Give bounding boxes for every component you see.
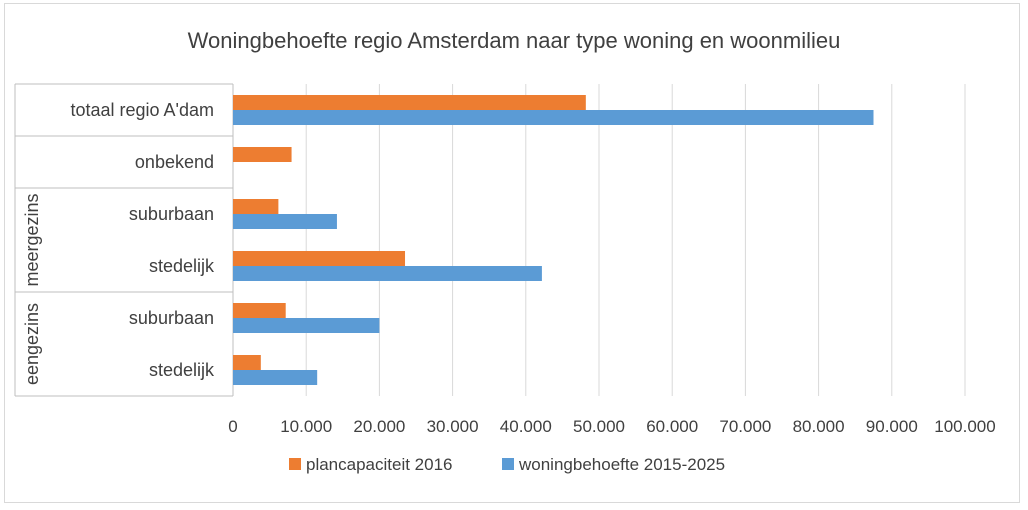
bar-woningbehoefte xyxy=(233,214,337,229)
category-label: suburbaan xyxy=(129,204,214,224)
bar-plancapaciteit xyxy=(233,355,261,370)
x-tick-label: 0 xyxy=(228,417,237,436)
gridlines xyxy=(232,84,966,396)
x-tick-label: 60.000 xyxy=(646,417,698,436)
bar-plancapaciteit xyxy=(233,95,586,110)
category-label: stedelijk xyxy=(149,256,215,276)
legend-swatch xyxy=(502,458,514,470)
category-label: stedelijk xyxy=(149,360,215,380)
category-label: suburbaan xyxy=(129,308,214,328)
legend-label: plancapaciteit 2016 xyxy=(306,455,453,474)
x-tick-label: 10.000 xyxy=(280,417,332,436)
chart-title: Woningbehoefte regio Amsterdam naar type… xyxy=(188,28,841,53)
x-tick-label: 30.000 xyxy=(427,417,479,436)
bar-plancapaciteit xyxy=(233,199,279,214)
chart-frame xyxy=(4,3,1020,503)
x-tick-label: 70.000 xyxy=(719,417,771,436)
bar-plancapaciteit xyxy=(233,303,286,318)
bar-woningbehoefte xyxy=(233,110,874,125)
bar-woningbehoefte xyxy=(233,318,380,333)
x-tick-label: 100.000 xyxy=(934,417,995,436)
axis-labels: 0 10.000 20.000 30.000 40.000 50.000 60.000 70.… xyxy=(22,100,996,436)
group-label: meergezins xyxy=(22,193,42,286)
x-tick-label: 50.000 xyxy=(573,417,625,436)
legend-label: woningbehoefte 2015-2025 xyxy=(518,455,725,474)
x-tick-label: 90.000 xyxy=(866,417,918,436)
x-tick-label: 40.000 xyxy=(500,417,552,436)
bar-plancapaciteit xyxy=(233,147,292,162)
bar-plancapaciteit xyxy=(233,251,406,266)
legend: plancapaciteit 2016 woningbehoefte 2015-2… xyxy=(289,455,725,474)
group-label: eengezins xyxy=(22,303,42,385)
bars xyxy=(233,95,874,385)
category-label: totaal regio A'dam xyxy=(70,100,214,120)
legend-swatch xyxy=(289,458,301,470)
bar-woningbehoefte xyxy=(233,266,542,281)
x-tick-label: 80.000 xyxy=(793,417,845,436)
bar-woningbehoefte xyxy=(233,370,318,385)
category-label: onbekend xyxy=(135,152,214,172)
category-axis xyxy=(14,83,234,397)
x-tick-label: 20.000 xyxy=(353,417,405,436)
